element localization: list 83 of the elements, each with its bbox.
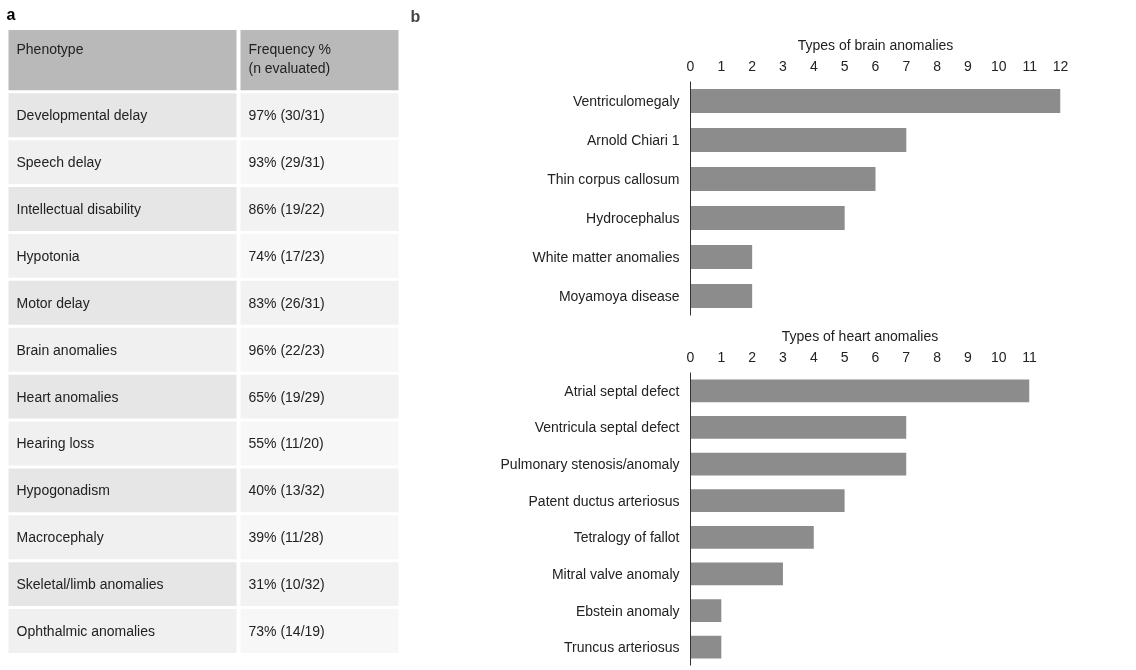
x-tick-label: 2 bbox=[748, 57, 757, 74]
y-tick-label: Ventriculomegaly bbox=[572, 93, 680, 109]
y-tick-label: White matter anomalies bbox=[532, 249, 680, 265]
y-tick-label: Patent ductus arteriosus bbox=[528, 492, 680, 509]
text: Ophthalmic anomalies bbox=[16, 623, 156, 640]
bar bbox=[690, 416, 907, 439]
x-tick-label: 0 bbox=[686, 57, 695, 74]
y-tick-label: Ventricula septal defect bbox=[534, 419, 680, 436]
y-tick-label: Truncus arteriosus bbox=[564, 639, 680, 656]
x-tick-label: 4 bbox=[809, 348, 818, 365]
y-tick-label: Moyamoya disease bbox=[558, 288, 680, 304]
text: 96% (22/23) bbox=[248, 341, 325, 358]
bar bbox=[690, 283, 753, 309]
text: Macrocephaly bbox=[16, 529, 104, 546]
x-tick-label: 9 bbox=[964, 57, 973, 74]
bar bbox=[690, 379, 1030, 403]
y-tick-label: Mitral valve anomaly bbox=[551, 565, 680, 582]
text: a bbox=[6, 6, 16, 23]
x-tick-label: 7 bbox=[902, 57, 911, 74]
chart-title: Types of brain anomalies bbox=[797, 36, 954, 53]
bar bbox=[690, 599, 722, 622]
text: 65% (19/29) bbox=[248, 388, 325, 405]
x-tick-label: 0 bbox=[686, 348, 695, 365]
bar bbox=[690, 525, 814, 549]
x-tick-label: 5 bbox=[840, 348, 849, 365]
y-tick-label: Tetralogy of fallot bbox=[573, 529, 680, 546]
text: 55% (11/20) bbox=[248, 435, 324, 452]
y-tick-label: Pulmonary stenosis/anomaly bbox=[500, 456, 680, 473]
x-tick-label: 3 bbox=[779, 57, 788, 74]
text: 40% (13/32) bbox=[248, 482, 325, 499]
text: 93% (29/31) bbox=[248, 154, 325, 171]
text: 83% (26/31) bbox=[248, 294, 325, 311]
x-tick-label: 10 bbox=[991, 57, 1007, 74]
x-tick-label: 8 bbox=[933, 348, 942, 365]
x-tick-label: 6 bbox=[871, 57, 880, 74]
y-tick-label: Ebstein anomaly bbox=[576, 602, 680, 619]
x-tick-label: 8 bbox=[933, 57, 942, 74]
text: 39% (11/28) bbox=[248, 529, 324, 546]
text: Heart anomalies bbox=[16, 388, 119, 405]
text: 73% (14/19) bbox=[248, 623, 325, 640]
text: 74% (17/23) bbox=[248, 247, 325, 264]
x-tick-label: 11 bbox=[1022, 348, 1037, 365]
text: Hypogonadism bbox=[16, 482, 110, 499]
text: Phenotype bbox=[16, 40, 84, 57]
x-tick-label: 11 bbox=[1022, 57, 1038, 74]
bar bbox=[690, 166, 876, 192]
bar bbox=[690, 635, 722, 659]
x-tick-label: 3 bbox=[779, 348, 788, 365]
bar bbox=[690, 562, 783, 586]
bar bbox=[690, 244, 753, 270]
text: 86% (19/22) bbox=[248, 201, 325, 218]
text: Hypotonia bbox=[16, 247, 80, 264]
bar bbox=[690, 489, 845, 513]
text: 97% (30/31) bbox=[248, 107, 325, 124]
x-tick-label: 2 bbox=[748, 348, 757, 365]
x-tick-label: 9 bbox=[963, 348, 972, 365]
bar bbox=[690, 452, 907, 476]
x-tick-label: 1 bbox=[717, 57, 726, 74]
bar bbox=[690, 205, 845, 231]
text: 31% (10/32) bbox=[248, 576, 325, 593]
y-tick-label: Atrial septal defect bbox=[564, 382, 680, 399]
text: Intellectual disability bbox=[16, 201, 142, 218]
text: Brain anomalies bbox=[16, 341, 117, 358]
y-tick-label: Hydrocephalus bbox=[586, 210, 680, 226]
chart-title: Types of heart anomalies bbox=[781, 327, 939, 344]
x-tick-label: 5 bbox=[840, 57, 849, 74]
text: Developmental delay bbox=[16, 107, 148, 124]
x-tick-label: 6 bbox=[871, 348, 880, 365]
x-tick-label: 12 bbox=[1052, 57, 1069, 74]
text: b bbox=[410, 7, 421, 25]
x-tick-label: 10 bbox=[990, 348, 1007, 365]
x-tick-label: 4 bbox=[809, 57, 818, 74]
bar bbox=[690, 127, 907, 153]
x-tick-label: 7 bbox=[902, 348, 911, 365]
text: Frequency % (n evaluated) bbox=[248, 40, 331, 76]
text: Skeletal/limb anomalies bbox=[16, 576, 164, 593]
text: Speech delay bbox=[16, 154, 102, 171]
text: Hearing loss bbox=[16, 435, 95, 452]
bar bbox=[690, 88, 1061, 114]
y-tick-label: Arnold Chiari 1 bbox=[586, 132, 680, 148]
y-tick-label: Thin corpus callosum bbox=[547, 171, 680, 187]
text: Motor delay bbox=[16, 294, 90, 311]
x-tick-label: 1 bbox=[717, 348, 726, 365]
